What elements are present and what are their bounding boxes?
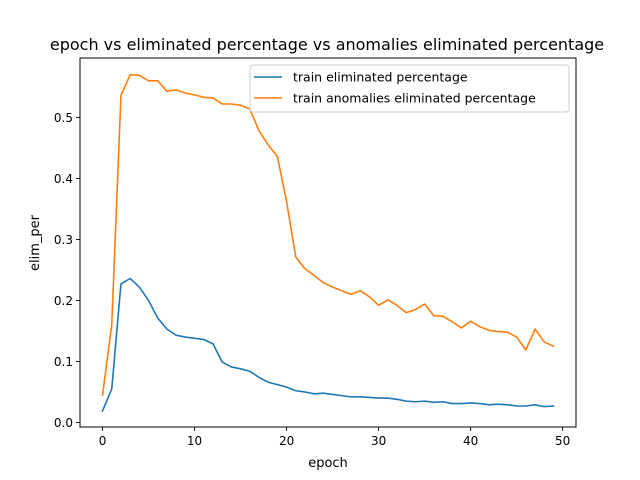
x-tick-label: 20 [279,434,294,448]
legend-entry-1: train eliminated percentage [293,70,468,85]
y-tick-label: 0.2 [54,294,73,308]
chart-title: epoch vs eliminated percentage vs anomal… [50,35,604,54]
x-tick-label: 30 [371,434,386,448]
x-axis-label: epoch [308,456,348,471]
x-tick-label: 50 [555,434,570,448]
x-tick-label: 40 [463,434,478,448]
y-axis-ticks: 0.0 0.1 0.2 0.3 0.4 0.5 [54,111,80,430]
y-tick-label: 0.4 [54,172,73,186]
y-tick-label: 0.5 [54,111,73,125]
plot-frame [79,57,577,428]
legend: train eliminated percentage train anomali… [249,64,570,113]
series-line-2 [101,73,555,396]
x-tick-label: 0 [99,434,107,448]
x-axis-ticks: 0 10 20 30 40 50 [99,427,570,448]
legend-entry-2: train anomalies eliminated percentage [293,91,536,106]
legend-box [249,64,570,113]
x-tick-label: 10 [187,434,202,448]
y-tick-label: 0.0 [54,416,73,430]
y-tick-label: 0.3 [54,233,73,247]
series-line-1 [101,277,555,412]
plot-lines [101,73,555,412]
y-axis-label: elim_per [28,214,43,271]
y-tick-label: 0.1 [54,355,73,369]
